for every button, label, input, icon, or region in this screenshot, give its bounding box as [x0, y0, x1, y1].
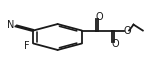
Text: F: F — [24, 41, 30, 51]
Text: N: N — [8, 20, 15, 30]
Text: O: O — [112, 39, 119, 49]
Text: O: O — [96, 12, 103, 22]
Text: O: O — [123, 26, 131, 36]
